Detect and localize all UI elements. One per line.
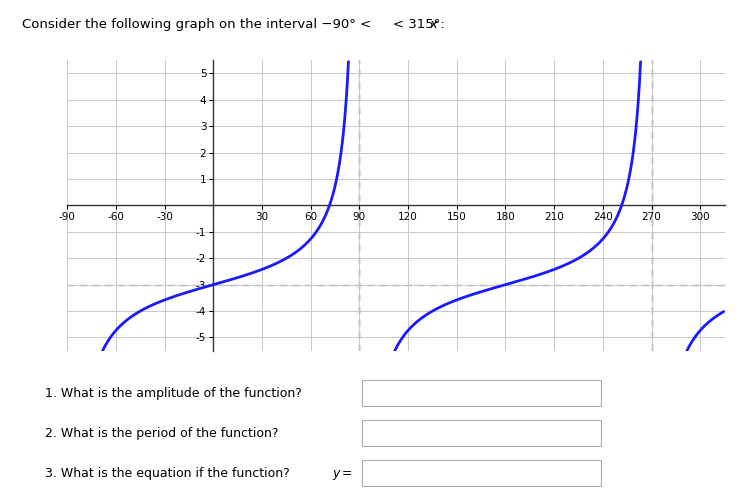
- Text: y =: y =: [332, 467, 353, 480]
- Text: x: x: [430, 18, 438, 31]
- Text: 1. What is the amplitude of the function?: 1. What is the amplitude of the function…: [45, 387, 302, 400]
- Text: 2. What is the period of the function?: 2. What is the period of the function?: [45, 427, 279, 440]
- Text: 3. What is the equation if the function?: 3. What is the equation if the function?: [45, 467, 290, 480]
- Text: Consider the following graph on the interval −90° <       < 315°:: Consider the following graph on the inte…: [22, 18, 445, 31]
